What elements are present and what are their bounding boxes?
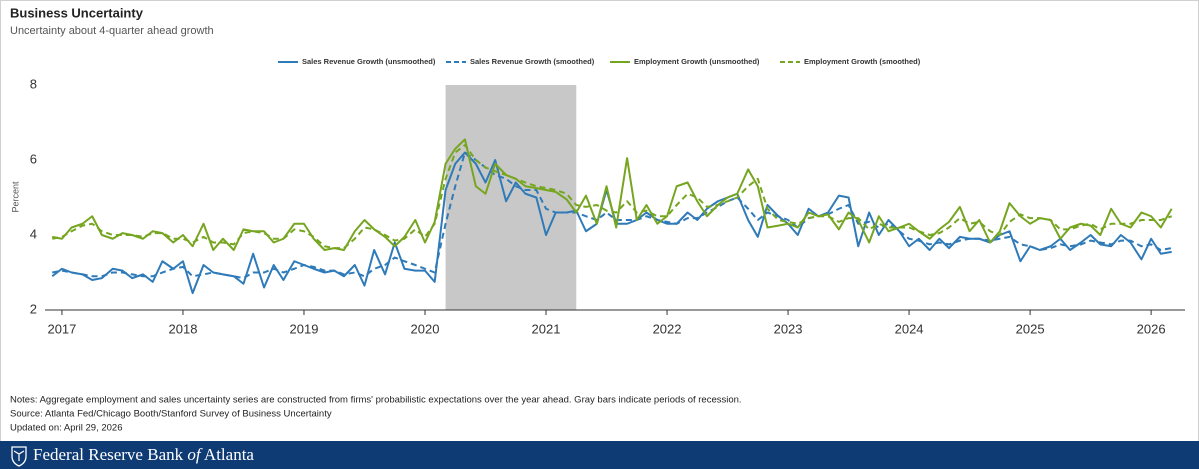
updated-text: Updated on: April 29, 2026: [10, 423, 123, 434]
chart-subtitle: Uncertainty about 4-quarter ahead growth: [10, 25, 214, 37]
x-tick-label: 2023: [774, 321, 803, 336]
brand-of: of: [187, 445, 203, 464]
footer-brand: Federal Reserve Bank of Atlanta: [33, 445, 254, 464]
legend-label: Sales Revenue Growth (unsmoothed): [302, 57, 436, 66]
x-tick-label: 2025: [1016, 321, 1045, 336]
x-tick-label: 2018: [169, 321, 198, 336]
x-tick-label: 2021: [532, 321, 561, 336]
x-tick-label: 2026: [1137, 321, 1166, 336]
y-axis-label: Percent: [10, 181, 20, 213]
notes-text: Notes: Aggregate employment and sales un…: [10, 395, 742, 406]
y-tick-label: 6: [30, 151, 37, 166]
x-tick-label: 2019: [290, 321, 319, 336]
footer-bar: [0, 441, 1199, 469]
y-tick-label: 8: [30, 76, 37, 91]
brand-place: Atlanta: [204, 445, 254, 464]
legend-label: Employment Growth (unsmoothed): [634, 57, 760, 66]
recession-bar: [445, 85, 577, 310]
footer-logo: [11, 446, 27, 467]
legend-label: Employment Growth (smoothed): [804, 57, 921, 66]
x-tick-label: 2017: [47, 321, 76, 336]
plot-area: 2 4 6 8 2017 2018 2019 2020 2021 2022 2023 2024 2025…: [30, 76, 1185, 336]
source-text: Source: Atlanta Fed/Chicago Booth/Stanfo…: [10, 409, 332, 420]
x-tick-label: 2024: [895, 321, 924, 336]
chart-title: Business Uncertainty: [10, 5, 144, 20]
legend-label: Sales Revenue Growth (smoothed): [470, 57, 595, 66]
brand-name: Federal Reserve Bank: [33, 445, 184, 464]
footer-logo-mark: [13, 450, 25, 461]
series-line: [52, 144, 1173, 250]
y-tick-label: 2: [30, 301, 37, 316]
series-line: [52, 151, 1172, 280]
x-tick-label: 2022: [653, 321, 682, 336]
x-tick-label: 2020: [411, 321, 440, 336]
y-tick-label: 4: [30, 226, 37, 241]
